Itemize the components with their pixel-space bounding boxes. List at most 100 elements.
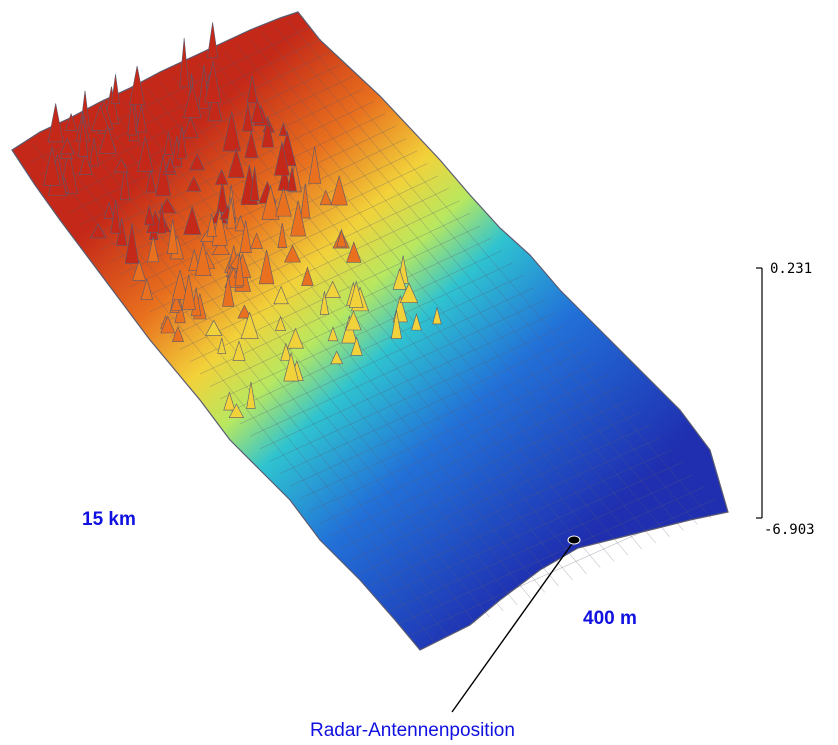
terrain-spike — [160, 315, 176, 334]
terrain-spike — [336, 228, 347, 248]
terrain-spike — [172, 270, 188, 300]
terrain-spike — [98, 124, 117, 154]
antenna-leader-line — [451, 540, 575, 713]
terrain-spike — [78, 115, 89, 157]
terrain-spike — [47, 103, 64, 143]
terrain-spike — [89, 223, 107, 239]
terrain-spike — [237, 304, 252, 319]
terrain-spike — [129, 65, 145, 105]
terrain-spike — [330, 175, 348, 206]
terrain-spike — [214, 168, 229, 185]
mesh-line — [248, 38, 670, 537]
terrain-spike — [222, 111, 241, 152]
terrain-spike — [250, 232, 263, 249]
terrain-spike — [283, 351, 299, 382]
terrain-spike — [244, 131, 259, 159]
terrain-spike — [113, 158, 129, 173]
terrain-spike — [167, 219, 179, 254]
terrain-spike — [181, 274, 196, 310]
terrain-spike — [432, 307, 442, 325]
mesh-line — [57, 131, 462, 630]
antenna-label: Radar-Antennenposition — [310, 720, 515, 741]
terrain-spike — [275, 315, 287, 331]
terrain-spike — [145, 169, 156, 193]
terrain-spike — [157, 203, 167, 234]
terrain-spike — [111, 74, 120, 104]
terrain-spike — [165, 156, 176, 173]
terrain-spike — [43, 147, 61, 186]
terrain-spike — [261, 116, 275, 148]
mesh-line — [172, 75, 587, 574]
terrain-spike — [327, 326, 339, 342]
terrain-spike — [301, 266, 314, 286]
terrain-spike — [164, 131, 173, 155]
mesh-line — [134, 94, 545, 593]
terrain-spike — [319, 291, 330, 315]
terrain-spike — [222, 275, 235, 307]
terrain-spikes — [43, 22, 442, 418]
terrain-spike — [280, 342, 292, 361]
terrain-spike — [155, 155, 171, 197]
terrain-spike — [277, 223, 288, 249]
mesh-line — [83, 118, 490, 618]
terrain-spike — [89, 138, 99, 167]
terrain-spike — [135, 105, 147, 133]
terrain-spike — [348, 280, 364, 308]
antenna-marker — [567, 535, 581, 545]
terrain-spike — [275, 187, 292, 217]
mesh-line — [274, 26, 698, 525]
terrain-spike — [324, 280, 341, 298]
terrain-spike — [158, 197, 177, 214]
mesh-line — [159, 81, 573, 581]
terrain-spike — [392, 268, 407, 290]
terrain-spike — [205, 319, 223, 336]
terrain-spike — [261, 185, 280, 220]
terrain-spike — [207, 22, 219, 59]
terrain-spike — [183, 205, 202, 235]
terrain-spike — [204, 61, 222, 103]
terrain-spike — [216, 180, 229, 213]
terrain-spike — [250, 98, 264, 123]
terrain-spike — [65, 112, 78, 131]
terrain-spike — [287, 166, 297, 192]
terrain-spike — [137, 136, 154, 172]
terrain-spike — [132, 259, 146, 281]
mesh-line — [236, 44, 656, 544]
terrain-spike — [211, 238, 230, 255]
terrain-spike — [390, 309, 402, 339]
terrain-spike — [274, 141, 290, 176]
terrain-spike — [186, 176, 202, 192]
mesh-line — [108, 106, 518, 605]
scale-min-label: -6.903 — [764, 522, 815, 538]
terrain-spike — [124, 223, 140, 264]
terrain-spike — [242, 103, 254, 132]
mesh-line — [261, 32, 684, 531]
mesh-line — [210, 57, 629, 556]
terrain-spike — [182, 116, 199, 139]
terrain-spike — [183, 83, 202, 119]
width-label: 400 m — [583, 608, 637, 629]
terrain-spike — [207, 89, 223, 122]
terrain-spike — [177, 125, 187, 159]
terrain-spike — [234, 214, 247, 232]
terrain-spike — [234, 252, 245, 287]
terrain-spike — [273, 285, 289, 305]
terrain-spike — [144, 205, 155, 226]
terrain-spike — [240, 311, 259, 339]
terrain-spike — [278, 122, 288, 136]
scale-max-label: 0.231 — [770, 261, 812, 277]
terrain-spike — [228, 403, 245, 418]
terrain-spike — [171, 325, 185, 342]
terrain-spike — [189, 153, 206, 171]
terrain-spike — [287, 327, 304, 349]
terrain-spike — [78, 152, 93, 176]
terrain-spike — [399, 282, 419, 303]
terrain-surface — [11, 11, 729, 651]
terrain-spike — [217, 337, 227, 354]
terrain-spike — [59, 137, 75, 155]
surface-mesh — [29, 20, 715, 642]
terrain-spike — [345, 310, 362, 331]
terrain-spike — [227, 147, 245, 178]
terrain-spike — [308, 146, 322, 184]
